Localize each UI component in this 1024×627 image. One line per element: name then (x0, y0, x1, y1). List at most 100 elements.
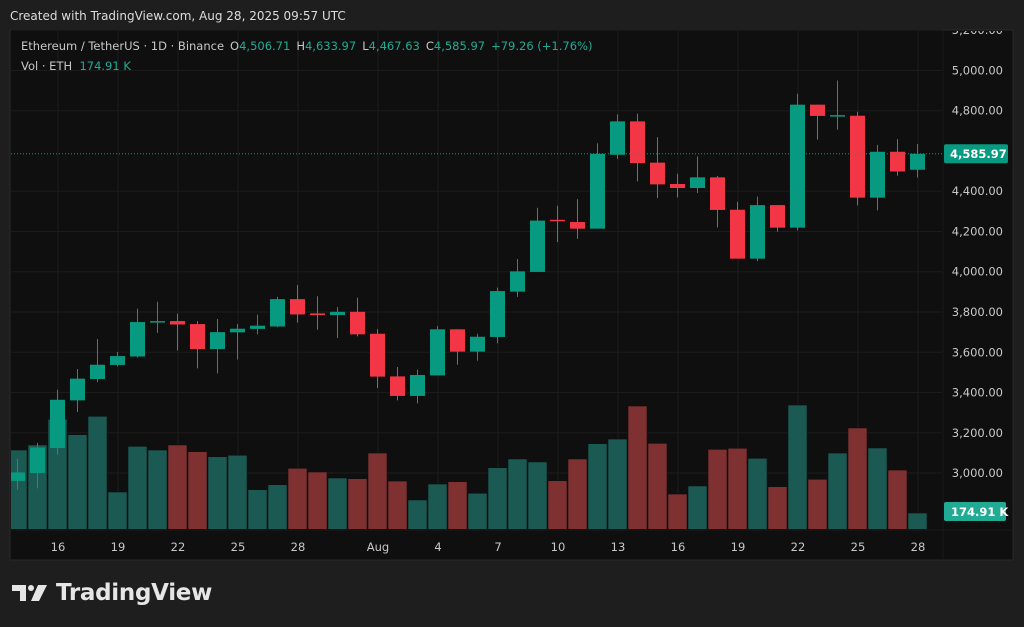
candle (910, 144, 925, 178)
ohlc-legend: Ethereum / TetherUS · 1D · Binance O4,506… (21, 39, 598, 53)
candle-body (250, 325, 265, 329)
candle-body (290, 299, 305, 315)
volume-bar (407, 499, 428, 529)
candle-body (30, 447, 45, 474)
candle-body (690, 177, 705, 188)
candle (90, 338, 105, 383)
price-tick-label: 4,000.00 (952, 265, 1003, 279)
volume-legend: Vol · ETH 174.91 K (21, 59, 131, 73)
volume-bar (367, 452, 388, 529)
candle (790, 93, 805, 231)
candle-body (70, 378, 85, 401)
volume-bar (807, 478, 828, 529)
candle-body (430, 329, 445, 376)
close-label: C (425, 39, 434, 53)
candle (510, 259, 525, 297)
symbol-title[interactable]: Ethereum / TetherUS · 1D · Binance (21, 39, 225, 53)
price-tick-label: 3,800.00 (952, 305, 1003, 319)
candle (270, 296, 285, 328)
time-tick-label: 25 (851, 540, 866, 554)
candle (650, 137, 665, 199)
candle-body (790, 104, 805, 228)
volume-bar (647, 443, 668, 529)
candle (11, 458, 25, 490)
volume-bar (867, 447, 888, 529)
candle-body (590, 153, 605, 229)
created-with-watermark: Created with TradingView.com, Aug 28, 20… (10, 9, 346, 23)
volume-bar (187, 451, 208, 529)
time-tick-label: 10 (551, 540, 566, 554)
brand-name: TradingView (56, 580, 213, 606)
candle (550, 205, 565, 242)
candle (30, 442, 45, 489)
low-label: L (362, 39, 369, 53)
volume-bar (467, 492, 488, 529)
svg-text:174.91 K: 174.91 K (951, 505, 1009, 519)
candle-body (310, 313, 325, 316)
volume-label[interactable]: Vol · ETH (21, 59, 73, 73)
price-tick-label: 3,000.00 (952, 466, 1003, 480)
candle-body (530, 220, 545, 272)
candle-body (90, 364, 105, 380)
candle (630, 113, 645, 182)
volume-bar (587, 443, 608, 529)
candle (610, 114, 625, 160)
time-tick-label: 28 (911, 540, 926, 554)
grid (11, 29, 942, 529)
candle-body (910, 153, 925, 170)
candles (11, 80, 925, 490)
high-value: 4,633.97 (304, 39, 357, 53)
time-tick-label: 28 (291, 540, 306, 554)
candle-body (11, 472, 25, 481)
candle-body (650, 162, 665, 185)
last-price-badge: 4,585.97 (944, 144, 1008, 164)
volume-bar (687, 485, 708, 529)
candle-body (630, 121, 645, 164)
volume-bar (147, 449, 168, 529)
price-axis[interactable]: 3,000.00 3,200.00 3,400.00 3,600.00 3,800.00… (952, 23, 1003, 480)
time-tick-label: 25 (231, 540, 246, 554)
candle-body (610, 121, 625, 155)
candle (710, 175, 725, 228)
volume-bar (107, 491, 128, 529)
candle (70, 368, 85, 413)
time-tick-label: 13 (611, 540, 626, 554)
volume-bar (487, 467, 508, 529)
volume-bar (667, 493, 688, 529)
candle (410, 369, 425, 404)
candle (670, 173, 685, 198)
candle-body (170, 321, 185, 325)
volume-bar (547, 480, 568, 529)
time-tick-label: Aug (367, 540, 389, 554)
candle-body (710, 177, 725, 210)
price-tick-label: 3,600.00 (952, 345, 1003, 359)
last-volume-badge: 174.91 K (944, 502, 1009, 521)
candle-body (490, 291, 505, 337)
time-tick-label: 16 (671, 540, 686, 554)
candle (330, 306, 345, 338)
candle-body (750, 205, 765, 259)
candle (730, 201, 745, 259)
candle (150, 301, 165, 333)
candle (830, 80, 845, 130)
volume-bar (127, 446, 148, 529)
high-label: H (296, 39, 305, 53)
candle-body (210, 332, 225, 350)
candle-body (470, 336, 485, 352)
candle (490, 287, 505, 344)
volume-bar (287, 467, 308, 529)
candle-body (330, 311, 345, 316)
volume-bar (347, 478, 368, 529)
time-tick-label: 16 (51, 540, 66, 554)
candle-body (150, 321, 165, 323)
candle (850, 111, 865, 206)
candle (870, 144, 885, 211)
tradingview-logo-icon (12, 585, 47, 601)
price-tick-label: 5,000.00 (952, 63, 1003, 77)
candle-body (890, 151, 905, 172)
time-axis[interactable]: 16 19 22 25 28 Aug 4 7 10 13 16 19 22 25 28 (51, 540, 926, 554)
candle-body (410, 375, 425, 396)
volume-bar (427, 483, 448, 529)
price-tick-label: 4,800.00 (952, 104, 1003, 118)
